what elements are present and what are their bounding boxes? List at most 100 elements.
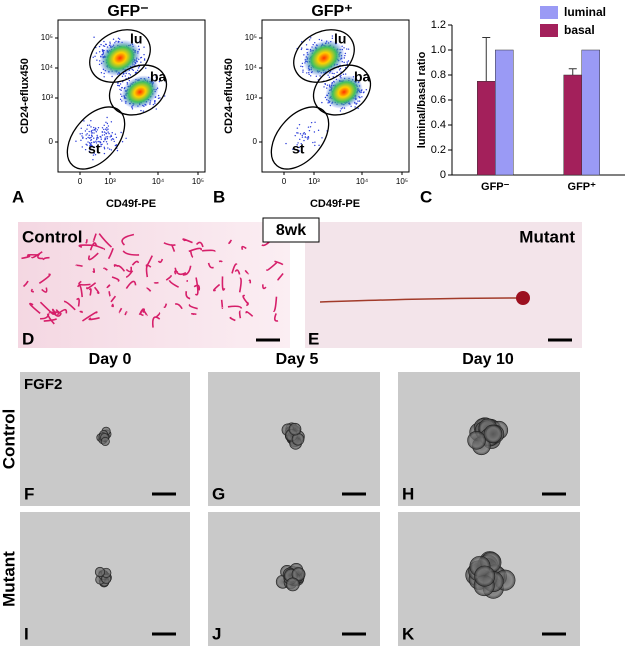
plot-frame: [57, 19, 206, 173]
lymph-node: [516, 291, 530, 305]
duct: [195, 241, 204, 248]
event-dot: [93, 141, 96, 143]
event-dot: [89, 145, 91, 147]
duct: [121, 233, 135, 246]
event-dot: [121, 87, 123, 89]
event-dot: [103, 131, 106, 133]
event-dot: [94, 154, 97, 156]
event-dot: [314, 121, 316, 124]
duct: [229, 316, 236, 322]
event-dot: [94, 55, 96, 58]
event-dot: [87, 141, 89, 143]
event-dot: [296, 132, 298, 134]
event-dot: [81, 146, 83, 148]
event-dot: [121, 141, 124, 143]
event-dot: [342, 73, 345, 76]
flow-title: GFP⁺: [311, 3, 352, 20]
duct: [108, 291, 111, 297]
event-dot: [82, 136, 84, 139]
duct: [122, 250, 140, 256]
event-dot: [303, 54, 305, 56]
event-dot: [88, 150, 91, 152]
density-blob: [121, 75, 159, 109]
gate-label: st: [88, 141, 101, 157]
event-dot: [98, 45, 101, 48]
event-dot: [338, 69, 341, 71]
event-dot: [120, 89, 122, 92]
duct: [202, 249, 216, 253]
whole-mount-control: [18, 222, 290, 348]
event-dot: [81, 135, 83, 137]
event-dot: [340, 74, 342, 77]
event-dot: [83, 120, 85, 122]
duct: [85, 239, 88, 244]
duct: [221, 276, 226, 291]
event-dot: [100, 72, 103, 74]
event-dot: [118, 38, 121, 40]
event-dot: [314, 144, 316, 147]
event-dot: [105, 136, 107, 138]
event-dot: [314, 141, 316, 143]
duct: [98, 233, 113, 248]
event-dot: [321, 101, 323, 104]
density-blob: [303, 39, 345, 77]
y-tick-label: 0.4: [431, 119, 446, 131]
event-dot: [94, 129, 96, 131]
event-dot: [79, 133, 81, 135]
event-dot: [309, 126, 312, 128]
event-dot: [140, 109, 142, 112]
event-dot: [152, 103, 155, 106]
duct: [218, 260, 223, 263]
event-dot: [364, 77, 366, 79]
gate: [108, 64, 168, 116]
duct: [163, 303, 168, 309]
duct: [182, 238, 193, 244]
event-dot: [116, 149, 119, 152]
y-tick-label: 0: [49, 137, 54, 146]
duct: [231, 263, 238, 274]
event-dot: [358, 100, 361, 102]
panel-letter: K: [402, 624, 415, 643]
duct: [63, 300, 76, 311]
event-dot: [117, 84, 119, 87]
duct: [174, 303, 183, 310]
event-dot: [107, 125, 110, 127]
event-dot: [93, 137, 95, 139]
event-dot: [296, 127, 299, 129]
event-dot: [365, 88, 368, 91]
event-dot: [331, 72, 333, 75]
event-dot: [299, 133, 302, 135]
duct: [79, 310, 84, 314]
x-tick-label: 10⁵: [192, 177, 204, 186]
event-dot: [103, 140, 105, 143]
y-tick-label: 10⁴: [41, 63, 54, 72]
day-label: Day 10: [462, 351, 514, 368]
event-dot: [104, 137, 106, 139]
event-dot: [89, 144, 92, 146]
y-tick-label: 0: [253, 137, 258, 146]
event-dot: [99, 142, 101, 144]
x-tick-label: 10³: [104, 177, 116, 186]
duct: [248, 279, 252, 284]
event-dot: [119, 88, 121, 91]
event-dot: [304, 136, 306, 138]
event-dot: [157, 94, 160, 97]
event-dot: [107, 128, 109, 130]
event-dot: [97, 127, 100, 129]
x-tick-label: GFP⁺: [568, 181, 597, 193]
event-dot: [113, 140, 115, 143]
duct: [118, 307, 123, 314]
event-dot: [331, 35, 334, 37]
event-dot: [343, 47, 345, 49]
event-dot: [101, 127, 104, 129]
event-dot: [101, 134, 104, 136]
event-dot: [103, 152, 106, 155]
duct: [125, 266, 133, 273]
event-dot: [96, 129, 99, 131]
row-label: Control: [0, 409, 18, 469]
density-blob: [99, 39, 141, 77]
duct: [124, 311, 128, 316]
y-axis-label: CD24-eflux450: [19, 58, 31, 134]
event-dot: [356, 102, 358, 105]
event-dot: [315, 75, 318, 78]
